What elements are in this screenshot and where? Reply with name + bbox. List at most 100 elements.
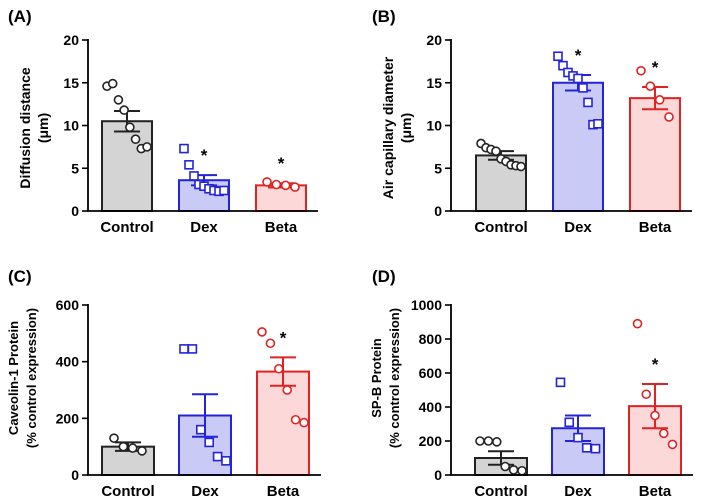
panel-c-plot: Control Dex * Beta 0 200 400 600	[56, 297, 321, 500]
panel-a-xtick-control: Control	[100, 219, 153, 236]
panel-c-xtick-dex: Dex	[191, 483, 219, 500]
panel-a-xtick-dex: Dex	[190, 219, 218, 236]
panel-b-bar-dex	[552, 81, 604, 212]
panel-d-point-dex	[555, 377, 566, 388]
panel-c-point-control	[109, 433, 119, 443]
panel-c-xtick-control: Control	[101, 483, 154, 500]
panel-c-ylabel-line1: Caveolin-1 Protein	[6, 321, 21, 435]
panel-b-xtick-beta: Beta	[639, 219, 672, 236]
panel-d-point-beta	[658, 428, 669, 439]
panel-d-xtick-control: Control	[474, 483, 527, 500]
panel-d-point-beta	[632, 318, 643, 329]
panel-c-point-dex	[204, 437, 214, 448]
panel-c-point-dex	[179, 344, 189, 354]
panel-c-point-control	[118, 441, 129, 452]
panel-c-significance-beta: *	[280, 328, 287, 347]
panel-d-point-dex	[590, 443, 601, 454]
panel-d-ylabel-line2: (% control expression)	[387, 308, 402, 448]
panel-b-point-control	[516, 161, 526, 172]
panel-a-point-control	[130, 134, 141, 144]
panel-a: (A) Diffusion distance (μm) Control * Dex *…	[8, 7, 318, 236]
panel-a-ytick-label: 5	[71, 160, 79, 176]
panel-d-ytick-label: 800	[419, 331, 443, 347]
panel-d-point-beta	[641, 389, 652, 400]
panel-b-point-beta	[654, 95, 665, 105]
panel-b-significance-beta: *	[652, 58, 659, 77]
panel-a-point-dex	[219, 185, 229, 196]
panel-d-point-dex	[581, 442, 592, 453]
panel-a-point-control	[142, 142, 152, 152]
panel-a-point-control	[107, 78, 118, 89]
panel-c-point-control	[137, 446, 147, 456]
panel-b-ytick-label: 0	[434, 203, 442, 219]
panel-a-point-beta	[262, 177, 272, 187]
panel-c-point-beta	[257, 327, 267, 337]
panel-d-xtick-dex: Dex	[564, 483, 592, 500]
panel-a-ylabel-line1: Diffusion distance	[17, 67, 33, 189]
panel-a-point-beta	[280, 180, 291, 191]
panel-b-plot: Control * Dex * Beta 0 5 10 15 20	[426, 32, 692, 236]
panel-b-point-beta	[636, 65, 646, 76]
panel-c: (C) Caveolin-1 Protein (% control expres…	[6, 267, 321, 500]
panel-a-point-dex	[179, 143, 189, 154]
panel-d: (D) SP-B Protein (% control expression) …	[369, 267, 693, 500]
panel-d-point-control	[508, 465, 519, 475]
panel-d-point-beta	[667, 439, 678, 450]
panel-c-point-dex	[221, 456, 231, 466]
panel-c-point-control	[127, 443, 138, 453]
panel-a-ytick-label: 0	[71, 203, 79, 219]
panel-d-plot: Control Dex * Beta 0 200 400 600 800 1000	[411, 297, 693, 500]
panel-d-ylabel-line1: SP-B Protein	[369, 338, 384, 418]
panel-a-point-beta	[290, 182, 300, 192]
panel-b-ytick-label: 5	[434, 160, 442, 176]
panel-d-point-control	[491, 437, 502, 447]
panel-d-point-control	[475, 436, 485, 446]
panel-d-ytick-label: 0	[434, 467, 442, 483]
panel-a-bar-control	[101, 120, 153, 212]
panel-a-point-dex	[184, 160, 194, 170]
panel-c-ytick-label: 200	[56, 410, 80, 426]
panel-c-point-beta	[299, 417, 309, 428]
panel-d-ytick-label: 600	[419, 365, 443, 381]
panel-d-point-beta	[650, 410, 660, 421]
panel-c-ytick-label: 0	[71, 467, 79, 483]
panel-b-ylabel-line2: (μm)	[398, 113, 414, 143]
panel-d-xtick-beta: Beta	[639, 483, 672, 500]
panel-a-ylabel-line2: (μm)	[35, 113, 51, 143]
panel-b-point-beta	[664, 112, 674, 122]
panel-b-point-dex	[553, 51, 563, 62]
panel-c-point-dex	[196, 424, 206, 435]
panel-c-point-dex	[212, 451, 223, 462]
panel-a-ytick-label: 20	[63, 32, 79, 48]
panel-a-significance-dex: *	[201, 146, 208, 165]
panel-d-point-dex	[573, 432, 583, 443]
panel-c-point-beta	[282, 385, 293, 395]
panel-d-ytick-label: 200	[419, 433, 443, 449]
panel-a-significance-beta: *	[278, 154, 285, 173]
panel-b-ytick-label: 20	[426, 32, 442, 48]
panel-b-significance-dex: *	[575, 46, 582, 65]
panel-b-ytick-label: 15	[426, 75, 442, 91]
panel-b: (B) Air capillary diameter (μm) Control *…	[372, 7, 692, 236]
panel-c-ytick-label: 600	[56, 297, 80, 313]
panel-a-title: (A)	[8, 7, 32, 26]
panel-c-point-dex	[187, 344, 198, 354]
panel-d-title: (D)	[372, 267, 396, 286]
panel-c-point-beta	[290, 414, 301, 425]
panel-a-point-control	[119, 105, 129, 115]
panel-d-point-dex	[564, 417, 575, 428]
panel-b-xtick-dex: Dex	[564, 219, 592, 236]
panel-c-ylabel-line2: (% control expression)	[24, 308, 39, 448]
panel-a-point-dex	[189, 171, 199, 181]
panel-b-point-beta	[645, 81, 656, 91]
panel-b-point-dex	[583, 97, 593, 108]
panel-d-point-control	[517, 465, 527, 476]
panel-d-significance-beta: *	[652, 355, 659, 374]
panel-c-xtick-beta: Beta	[267, 483, 300, 500]
panel-b-point-dex	[593, 118, 603, 129]
panel-a-point-control	[125, 122, 135, 133]
panel-a-point-control	[113, 95, 124, 105]
panel-a-plot: Control * Dex * Beta 0 5 10 15 20	[63, 32, 318, 236]
panel-b-title: (B)	[372, 7, 396, 26]
